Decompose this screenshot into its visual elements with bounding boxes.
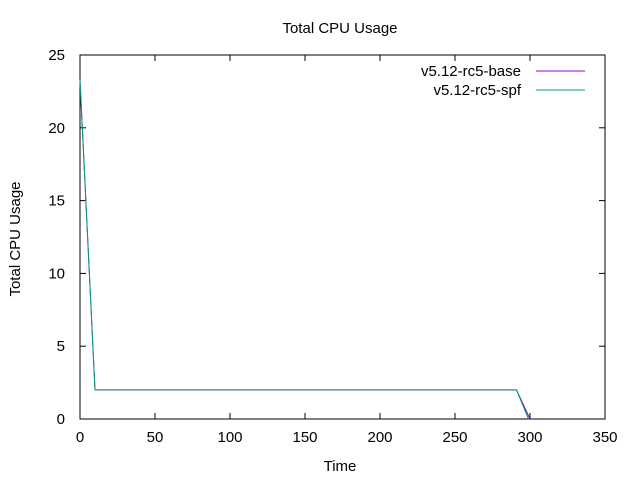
x-tick-label: 0: [76, 429, 84, 446]
plot-frame: [79, 54, 606, 420]
legend-label-1: v5.12-rc5-base: [421, 63, 521, 80]
x-tick-label: 100: [217, 429, 242, 446]
tick-marks: 0 50 100 150 200 250 300 350 0 5 10 15 20 25: [48, 47, 617, 446]
x-tick-label: 300: [517, 429, 542, 446]
x-tick-label: 350: [592, 429, 617, 446]
x-tick-label: 50: [147, 429, 164, 446]
x-tick-label: 150: [292, 429, 317, 446]
legend: v5.12-rc5-base v5.12-rc5-spf: [421, 63, 585, 99]
y-tick-label: 15: [48, 193, 65, 210]
axes: [79, 54, 606, 420]
y-tick-label: 0: [57, 411, 65, 428]
chart-title: Total CPU Usage: [282, 20, 397, 37]
y-tick-label: 10: [48, 265, 65, 282]
x-axis-label: Time: [324, 458, 357, 475]
legend-label-2: v5.12-rc5-spf: [433, 82, 521, 99]
series-line-2: [79, 79, 529, 420]
y-axis-label: Total CPU Usage: [7, 181, 24, 296]
y-tick-label: 25: [48, 47, 65, 64]
series-line-1: [79, 79, 531, 420]
x-tick-label: 250: [442, 429, 467, 446]
y-tick-label: 5: [57, 338, 65, 355]
series-lines: [79, 79, 531, 420]
x-tick-label: 200: [367, 429, 392, 446]
y-tick-label: 20: [48, 120, 65, 137]
